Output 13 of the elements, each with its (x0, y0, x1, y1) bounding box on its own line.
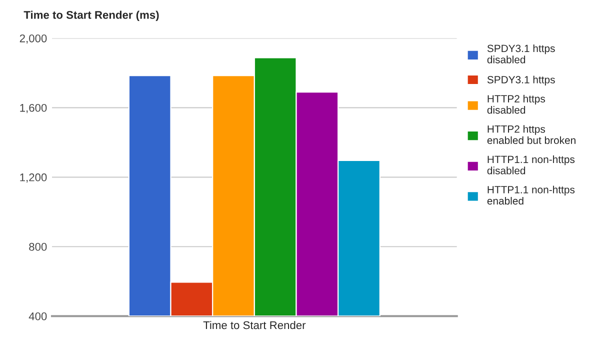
legend-label: SPDY3.1 https disabled (487, 44, 555, 64)
x-tick-label: Time to Start Render (203, 320, 306, 330)
y-tick-label: 2,000 (20, 34, 47, 44)
legend-label: HTTP2 https disabled (487, 94, 546, 114)
y-tick-label: 1,600 (20, 104, 47, 114)
legend-label: HTTP1.1 non-https disabled (487, 155, 575, 174)
legend-label: SPDY3.1 https (487, 76, 555, 86)
legend-label: HTTP1.1 non-https enabled (487, 186, 575, 205)
y-tick-label: 400 (28, 312, 47, 320)
legend-label: HTTP2 https enabled but broken (487, 125, 576, 144)
y-tick-label: 1,200 (20, 173, 47, 183)
y-tick-label: 800 (29, 242, 47, 251)
chart-title: Time to Start Render (ms) (24, 10, 159, 22)
